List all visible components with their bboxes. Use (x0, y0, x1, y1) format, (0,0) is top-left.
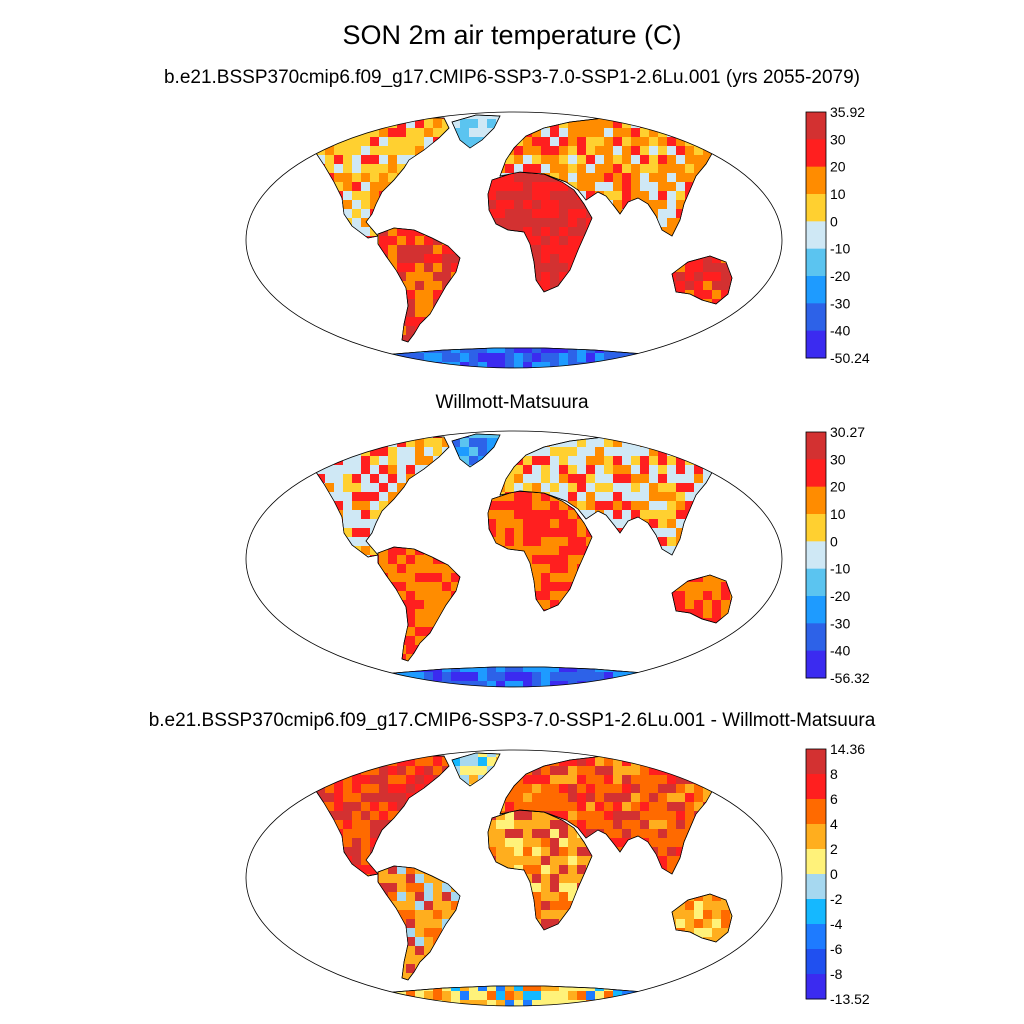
colorbar-swatch (806, 276, 826, 304)
panel-1-title: b.e21.BSSP370cmip6.f09_g17.CMIP6-SSP3-7.… (0, 67, 1024, 89)
colorbar-swatch (806, 248, 826, 277)
colorbar-label: -8 (830, 966, 843, 982)
colorbar-label: 20 (830, 479, 846, 495)
colorbar-label: 6 (830, 791, 838, 807)
colorbar-label: 10 (830, 506, 846, 522)
colorbar-swatch (806, 514, 826, 542)
colorbar-label: -20 (830, 588, 850, 604)
colorbar-swatch (806, 774, 826, 800)
colorbar-swatch (806, 749, 826, 775)
colorbar-label: 20 (830, 159, 846, 175)
colorbar-label: 30 (830, 131, 846, 147)
colorbar-swatch (806, 874, 826, 900)
colorbar-label: -30 (830, 615, 850, 631)
colorbar-label: -50.24 (830, 350, 870, 366)
colorbar-label: -40 (830, 643, 850, 659)
colorbar-label: -30 (830, 295, 850, 311)
colorbar-swatch (806, 139, 826, 168)
panel-1-map (245, 111, 783, 369)
colorbar-label: -40 (830, 323, 850, 339)
colorbar-label: 0 (830, 533, 838, 549)
colorbar-swatch (806, 432, 826, 460)
colorbar-label: -10 (830, 561, 850, 577)
panel-3-map (245, 749, 783, 1007)
colorbar-label: 2 (830, 841, 838, 857)
colorbar-label: -56.32 (830, 670, 870, 686)
colorbar-swatch (806, 824, 826, 850)
colorbar-swatch (806, 568, 826, 597)
colorbar-swatch (806, 650, 826, 679)
panel-2-map (245, 430, 783, 688)
colorbar-label: -13.52 (830, 991, 870, 1007)
main-title: SON 2m air temperature (C) (0, 20, 1024, 51)
colorbar-label: 10 (830, 186, 846, 202)
colorbar-label: -2 (830, 891, 843, 907)
colorbar-swatch (806, 330, 826, 359)
colorbar-label: 30.27 (830, 424, 865, 440)
panel-3-title: b.e21.BSSP370cmip6.f09_g17.CMIP6-SSP3-7.… (0, 710, 1024, 732)
colorbar-swatch (806, 112, 826, 140)
map-frame (245, 430, 783, 688)
colorbar-swatch (806, 949, 826, 975)
colorbar-swatch (806, 194, 826, 222)
panel-1-colorbar: 35.92 30 20 10 0 -10 -20 -30 -40 -50.24 (805, 104, 870, 366)
colorbar-swatch (806, 166, 826, 195)
map-frame (245, 749, 783, 1007)
colorbar-swatch (806, 974, 826, 1000)
panel-2-colorbar: 30.27 30 20 10 0 -10 -20 -30 -40 -56.32 (805, 424, 870, 686)
colorbar-label: 8 (830, 766, 838, 782)
colorbar-swatch (806, 221, 826, 250)
colorbar-label: 0 (830, 213, 838, 229)
colorbar-swatch (806, 799, 826, 825)
colorbar-label: 35.92 (830, 104, 865, 120)
panel-3-colorbar: 14.36 8 6 4 2 0 -2 -4 -6 -8 -13.52 (805, 741, 870, 1007)
colorbar-swatch (806, 849, 826, 875)
colorbar-label: -6 (830, 941, 843, 957)
colorbar-swatch (806, 623, 826, 652)
colorbar-label: -4 (830, 916, 843, 932)
colorbar-label: 14.36 (830, 741, 865, 757)
colorbar-swatch (806, 541, 826, 570)
panel-2-title: Willmott-Matsuura (0, 392, 1024, 414)
colorbar-swatch (806, 459, 826, 488)
colorbar-label: -10 (830, 241, 850, 257)
colorbar-swatch (806, 924, 826, 950)
map-frame (245, 111, 783, 369)
colorbar-swatch (806, 899, 826, 925)
colorbar-label: -20 (830, 268, 850, 284)
colorbar-label: 0 (830, 866, 838, 882)
colorbar-swatch (806, 486, 826, 515)
colorbar-label: 4 (830, 816, 838, 832)
colorbar-label: 30 (830, 451, 846, 467)
colorbar-swatch (806, 596, 826, 624)
colorbar-swatch (806, 303, 826, 332)
